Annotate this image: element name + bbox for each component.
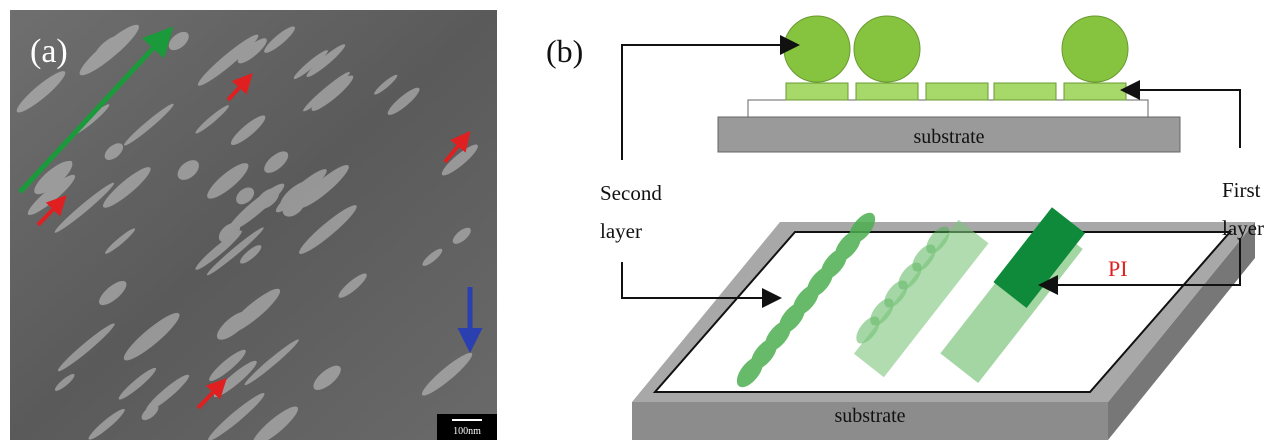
figure: 100nm (a) (b) substrate PI substrate xyxy=(0,0,1278,440)
layer-label: Second layer xyxy=(600,181,667,243)
layer-label: First layer xyxy=(1222,178,1266,240)
scale-bar-label: 100nm xyxy=(453,426,481,437)
panel-label: (b) xyxy=(546,33,583,69)
substrate-label: substrate xyxy=(913,126,984,148)
schematic: (b) substrate PI substrate Second la xyxy=(546,16,1266,440)
panel-label: (a) xyxy=(30,33,68,70)
film-label: PI xyxy=(1108,256,1128,281)
substrate-label: substrate xyxy=(834,405,905,427)
sem-image: 100nm (a) xyxy=(10,10,497,440)
